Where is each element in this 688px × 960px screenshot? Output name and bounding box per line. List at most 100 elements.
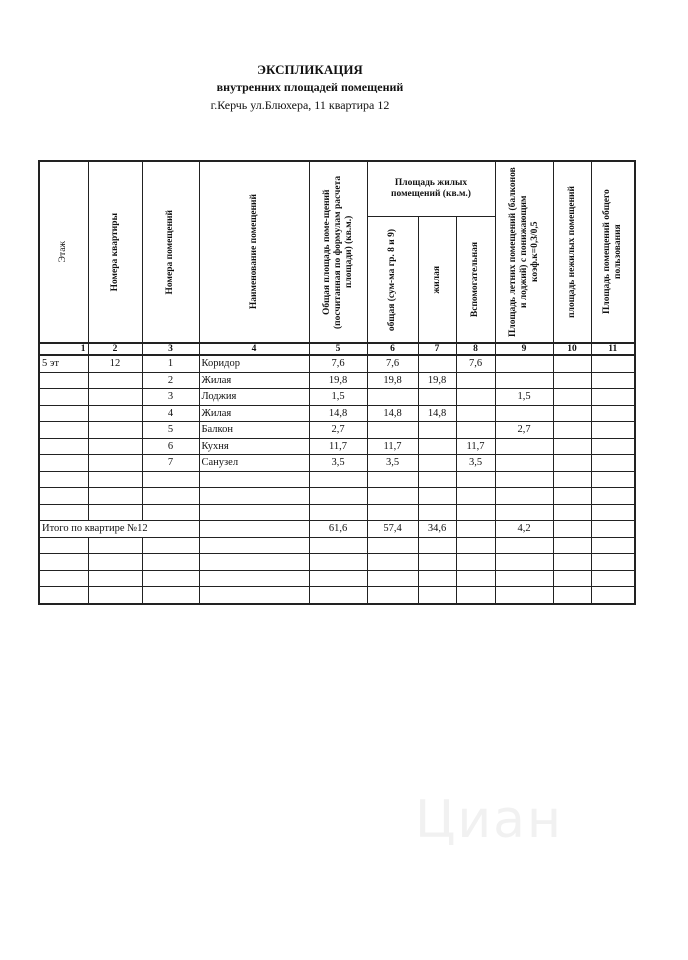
- table-cell: [455, 553, 496, 571]
- cell-c11: [590, 354, 636, 373]
- table-cell: [494, 487, 554, 505]
- cell-c5: 7,6: [308, 354, 368, 373]
- table-cell: [366, 470, 419, 488]
- table-cell: [455, 503, 496, 521]
- column-number: 1: [38, 342, 89, 356]
- cell-room-name: Лоджия: [198, 388, 310, 406]
- empty-row: [38, 586, 636, 604]
- cell-c8: [455, 371, 496, 389]
- table-cell: [552, 520, 592, 538]
- header-room-no: Номера помещений: [165, 209, 175, 295]
- document-subtitle: внутренних площадей помещений: [216, 80, 404, 94]
- cell-c9: [494, 354, 554, 373]
- cell-c5: 3,5: [308, 454, 368, 472]
- column-number: 11: [590, 342, 636, 356]
- cell-c5: 11,7: [308, 437, 368, 455]
- table-cell: [308, 569, 368, 587]
- table-cell: [87, 503, 143, 521]
- cell-c7: [417, 437, 457, 455]
- cell-room-no: 4: [141, 404, 200, 422]
- table-cell: [494, 586, 554, 604]
- table-cell: [198, 520, 310, 538]
- cell-c6: [366, 388, 419, 406]
- table-cell: [87, 487, 143, 505]
- table-cell: [552, 470, 592, 488]
- cell-floor: [38, 371, 89, 389]
- cell-c9: [494, 437, 554, 455]
- table-row: 5 Балкон 2,7 2,7: [38, 421, 636, 439]
- table-row: 3 Лоджия 1,5 1,5: [38, 388, 636, 406]
- table-cell: [455, 487, 496, 505]
- cell-c6: [366, 421, 419, 439]
- cell-room-no: 1: [141, 354, 200, 373]
- cell-c9: [494, 371, 554, 389]
- table-cell: [494, 503, 554, 521]
- column-number: 3: [141, 342, 200, 356]
- table-cell: [141, 569, 200, 587]
- cell-c9: [494, 404, 554, 422]
- cell-room-name: Жилая: [198, 371, 310, 389]
- table-cell: [590, 520, 636, 538]
- cell-c6: 11,7: [366, 437, 419, 455]
- table-cell: [590, 536, 636, 554]
- cell-c7: 14,8: [417, 404, 457, 422]
- table-cell: [366, 553, 419, 571]
- cell-c9: 1,5: [494, 388, 554, 406]
- header-auxiliary: Вспомогательная: [470, 242, 481, 318]
- column-number: 5: [308, 342, 368, 356]
- cell-apartment: [87, 421, 143, 439]
- table-cell: [87, 536, 143, 554]
- column-number: 8: [455, 342, 496, 356]
- cell-c6: 14,8: [366, 404, 419, 422]
- table-cell: [198, 503, 310, 521]
- cell-c5: 19,8: [308, 371, 368, 389]
- table-cell: [494, 536, 554, 554]
- table-cell: [308, 586, 368, 604]
- column-number: 2: [87, 342, 143, 356]
- empty-row: [38, 487, 636, 505]
- cell-floor: [38, 404, 89, 422]
- total-c7: 34,6: [417, 520, 457, 538]
- cell-c5: 2,7: [308, 421, 368, 439]
- cell-c11: [590, 388, 636, 406]
- table-cell: [198, 553, 310, 571]
- table-cell: [455, 569, 496, 587]
- total-label: Итого по квартире №12: [38, 520, 200, 538]
- cell-c5: 1,5: [308, 388, 368, 406]
- empty-row: [38, 470, 636, 488]
- cell-apartment: 12: [87, 354, 143, 373]
- cell-floor: [38, 454, 89, 472]
- table-cell: [38, 470, 89, 488]
- cell-apartment: [87, 404, 143, 422]
- total-c6: 57,4: [366, 520, 419, 538]
- table-cell: [417, 503, 457, 521]
- cell-c6: 3,5: [366, 454, 419, 472]
- total-c8: [455, 520, 496, 538]
- empty-row: [38, 553, 636, 571]
- cell-c8: [455, 421, 496, 439]
- table-cell: [590, 586, 636, 604]
- header-floor: Этаж: [58, 241, 69, 263]
- table-cell: [198, 487, 310, 505]
- cell-floor: [38, 388, 89, 406]
- table-row: 4 Жилая 14,8 14,8 14,8: [38, 404, 636, 422]
- table-row: 5 эт 12 1 Коридор 7,6 7,6 7,6: [38, 354, 636, 373]
- cell-room-name: Санузел: [198, 454, 310, 472]
- header-room-name: Наименование помещений: [248, 194, 259, 310]
- table-cell: [417, 586, 457, 604]
- table-cell: [417, 536, 457, 554]
- table-cell: [198, 569, 310, 587]
- table-cell: [198, 470, 310, 488]
- header-living-group: Площадь жилых помещений (кв.м.): [366, 160, 496, 218]
- cell-room-no: 3: [141, 388, 200, 406]
- cell-apartment: [87, 371, 143, 389]
- header-total-area: Общая площадь поме-щений (посчитанная по…: [321, 175, 354, 329]
- table-cell: [494, 470, 554, 488]
- table-cell: [141, 536, 200, 554]
- table-cell: [417, 487, 457, 505]
- header-common: Площадь помещений общего пользования: [601, 189, 623, 315]
- table-cell: [590, 470, 636, 488]
- table-cell: [87, 586, 143, 604]
- table-cell: [141, 487, 200, 505]
- table-cell: [87, 553, 143, 571]
